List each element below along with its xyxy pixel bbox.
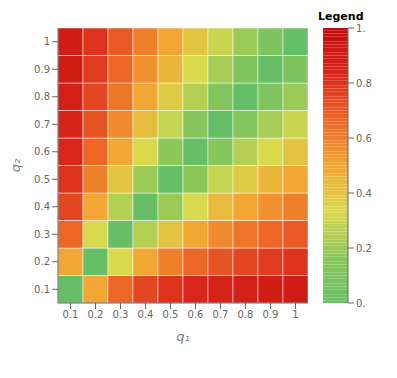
svg-text:0.7: 0.7 — [213, 309, 229, 320]
svg-text:q₂: q₂ — [8, 159, 23, 172]
svg-text:1.: 1. — [356, 23, 366, 34]
svg-text:q₁: q₁ — [176, 329, 189, 344]
svg-text:0.6: 0.6 — [356, 133, 372, 144]
svg-text:0.2: 0.2 — [88, 309, 104, 320]
svg-text:0.9: 0.9 — [34, 64, 50, 75]
svg-text:0.8: 0.8 — [356, 78, 372, 89]
svg-text:0.1: 0.1 — [34, 284, 50, 295]
svg-text:0.6: 0.6 — [188, 309, 204, 320]
svg-text:0.3: 0.3 — [113, 309, 129, 320]
svg-text:0.2: 0.2 — [356, 243, 372, 254]
svg-text:0.9: 0.9 — [263, 309, 279, 320]
svg-text:0.6: 0.6 — [34, 146, 50, 157]
svg-text:0.5: 0.5 — [163, 309, 179, 320]
svg-text:0.4: 0.4 — [34, 201, 50, 212]
svg-text:0.: 0. — [356, 298, 366, 309]
svg-text:0.4: 0.4 — [138, 309, 154, 320]
svg-text:0.2: 0.2 — [34, 256, 50, 267]
svg-text:1: 1 — [292, 309, 298, 320]
svg-text:0.8: 0.8 — [34, 91, 50, 102]
svg-text:0.4: 0.4 — [356, 188, 372, 199]
svg-text:0.3: 0.3 — [34, 229, 50, 240]
svg-text:0.8: 0.8 — [238, 309, 254, 320]
svg-text:0.7: 0.7 — [34, 119, 50, 130]
svg-text:1: 1 — [44, 36, 50, 47]
svg-text:0.1: 0.1 — [63, 309, 79, 320]
svg-text:0.5: 0.5 — [34, 174, 50, 185]
html-text:Legend: Legend — [318, 10, 364, 23]
